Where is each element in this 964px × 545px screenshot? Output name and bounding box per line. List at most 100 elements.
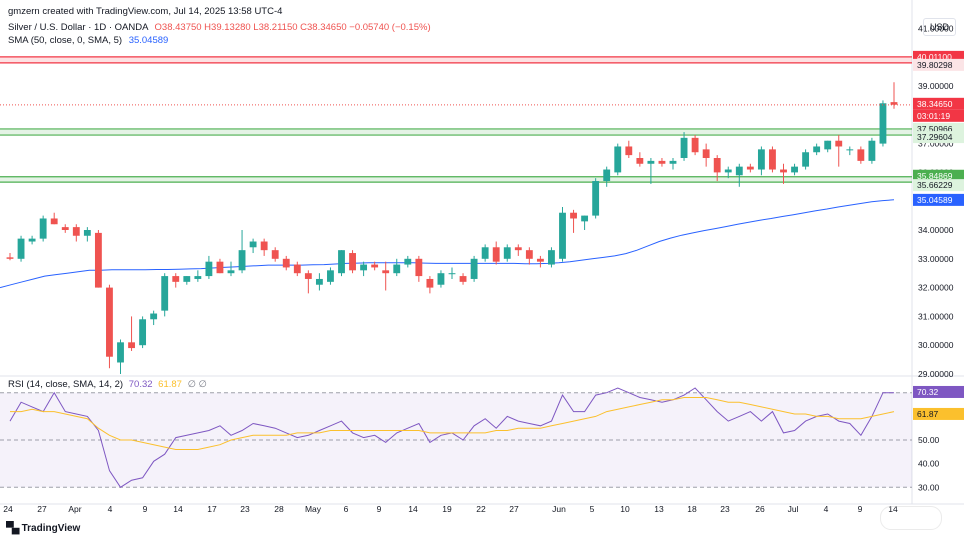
candle-body[interactable] — [470, 258, 478, 279]
candle-body[interactable] — [868, 140, 876, 161]
candle-body[interactable] — [72, 227, 80, 236]
candle-body[interactable] — [260, 241, 268, 251]
candle-body[interactable] — [548, 250, 555, 265]
candle-body[interactable] — [514, 247, 522, 251]
candle-body[interactable] — [824, 140, 832, 150]
candle-body[interactable] — [735, 166, 743, 176]
candle-body[interactable] — [404, 258, 412, 265]
candle-body[interactable] — [304, 273, 312, 279]
level-label: 37.29604 — [917, 132, 953, 142]
candle-body[interactable] — [691, 137, 699, 153]
candle-body[interactable] — [625, 146, 633, 156]
candle-body[interactable] — [802, 152, 810, 167]
candle-body[interactable] — [724, 169, 732, 173]
candle-body[interactable] — [890, 102, 898, 105]
candle-body[interactable] — [61, 227, 69, 230]
sma-label[interactable]: SMA (50, close, 0, SMA, 5) — [8, 35, 123, 46]
candle-body[interactable] — [371, 264, 379, 268]
candle-body[interactable] — [492, 247, 500, 262]
candle-body[interactable] — [282, 258, 290, 268]
candle-body[interactable] — [559, 212, 566, 259]
candle-body[interactable] — [813, 146, 821, 153]
candle-body[interactable] — [349, 253, 356, 271]
candle-body[interactable] — [713, 158, 721, 173]
rsi-label[interactable]: RSI (14, close, SMA, 14, 2) — [8, 379, 124, 390]
candle-body[interactable] — [769, 149, 776, 170]
candle-body[interactable] — [448, 273, 456, 275]
candle-body[interactable] — [183, 276, 191, 282]
candle-body[interactable] — [216, 261, 224, 274]
candle-body[interactable] — [846, 149, 854, 151]
candle-body[interactable] — [205, 261, 213, 277]
candle-body[interactable] — [746, 166, 754, 170]
candle-body[interactable] — [503, 247, 511, 259]
candle-body[interactable] — [382, 270, 390, 274]
candle-body[interactable] — [172, 276, 180, 282]
candle-body[interactable] — [525, 250, 533, 259]
candle-body[interactable] — [327, 270, 334, 282]
candle-body[interactable] — [481, 247, 489, 259]
time-tick-label: 9 — [377, 504, 382, 514]
candle-body[interactable] — [702, 149, 710, 158]
candle-body[interactable] — [393, 264, 401, 274]
candle-body[interactable] — [791, 166, 798, 173]
candle-body[interactable] — [83, 230, 91, 236]
candle-body[interactable] — [636, 158, 644, 164]
candle-body[interactable] — [857, 149, 865, 161]
tradingview-logo[interactable]: ▀▄ TradingView — [6, 522, 80, 534]
time-tick-label: 5 — [590, 504, 595, 514]
candle-body[interactable] — [835, 140, 843, 147]
candle-body[interactable] — [194, 276, 202, 279]
candle-body[interactable] — [437, 273, 445, 285]
candle-body[interactable] — [28, 238, 36, 242]
candle-body[interactable] — [879, 103, 887, 144]
candle-body[interactable] — [94, 232, 102, 288]
time-tick-label: 6 — [344, 504, 349, 514]
candle-body[interactable] — [161, 276, 169, 311]
candle-body[interactable] — [614, 146, 622, 173]
candle-body[interactable] — [669, 160, 677, 164]
time-tick-label: 17 — [207, 504, 217, 514]
candle-body[interactable] — [581, 215, 589, 222]
candle-body[interactable] — [757, 149, 765, 170]
credit-text: gmzern created with TradingView.com, Jul… — [8, 6, 283, 17]
candle-body[interactable] — [592, 181, 600, 216]
candle-body[interactable] — [6, 257, 14, 259]
candle-body[interactable] — [360, 264, 368, 271]
candle-body[interactable] — [238, 250, 246, 271]
candle-body[interactable] — [338, 250, 345, 274]
candle-body[interactable] — [293, 264, 301, 274]
candle-body[interactable] — [459, 276, 467, 282]
candle-body[interactable] — [227, 270, 235, 274]
candle-body[interactable] — [106, 287, 113, 357]
symbol-name[interactable]: Silver / U.S. Dollar · 1D · OANDA — [8, 22, 148, 33]
candle-body[interactable] — [39, 218, 47, 239]
currency-label[interactable]: USD — [922, 18, 956, 36]
rsi-value: 70.32 — [128, 379, 153, 390]
candle-body[interactable] — [117, 342, 124, 363]
rsi-tick-label: 50.00 — [918, 435, 940, 445]
candle-body[interactable] — [415, 258, 423, 277]
level-label: 35.66229 — [917, 180, 953, 190]
candle-body[interactable] — [426, 278, 434, 288]
sma-value: 35.04589 — [128, 35, 169, 46]
candle-body[interactable] — [536, 258, 544, 262]
candle-body[interactable] — [271, 250, 279, 259]
candle-body[interactable] — [17, 238, 25, 259]
candle-body[interactable] — [680, 137, 688, 158]
candle-body[interactable] — [315, 278, 323, 285]
price-tick-label: 37.00000 — [918, 139, 954, 149]
time-tick-label: 13 — [654, 504, 664, 514]
candle-body[interactable] — [128, 342, 135, 349]
candle-body[interactable] — [570, 212, 577, 219]
candle-body[interactable] — [658, 160, 666, 164]
candle-body[interactable] — [50, 218, 58, 225]
candle-body[interactable] — [139, 319, 147, 346]
rsi-tick-label: 40.00 — [918, 459, 940, 469]
candle-body[interactable] — [150, 313, 158, 320]
candle-body[interactable] — [249, 241, 257, 248]
candle-body[interactable] — [780, 169, 787, 173]
candle-body[interactable] — [603, 169, 611, 182]
time-tick-label: 22 — [476, 504, 486, 514]
candle-body[interactable] — [647, 160, 655, 164]
